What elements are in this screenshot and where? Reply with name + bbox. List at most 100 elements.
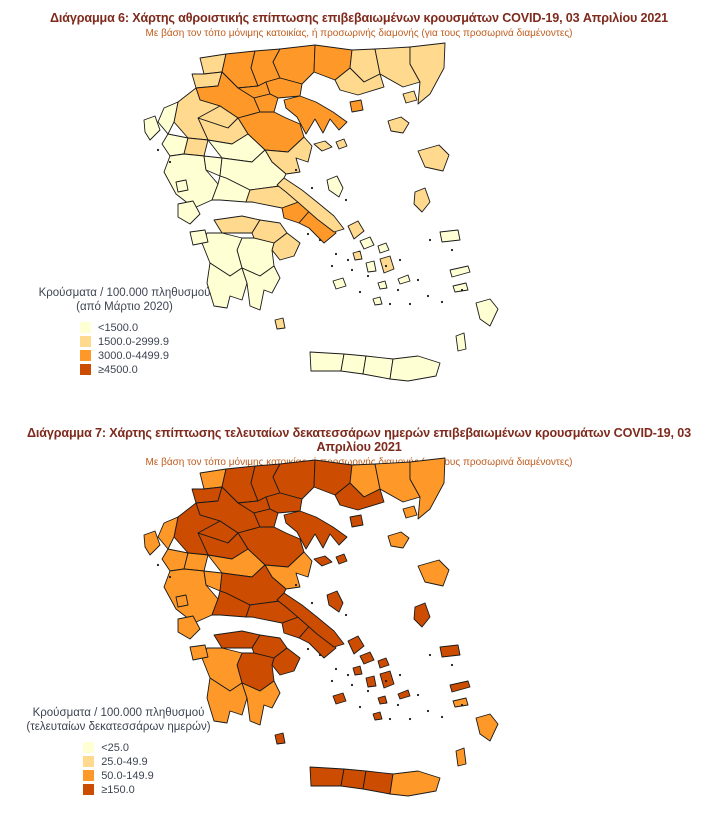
islet-speck [168,160,172,164]
legend-swatch-cat1 [80,322,92,334]
region-thesprotia [157,101,179,135]
islet-speck [384,264,388,268]
region-ioannina [173,502,221,556]
region-kerkyra [143,530,161,556]
legend-row: <1500.0 [80,322,169,335]
islet-speck [384,679,388,683]
region-ios [377,280,388,290]
region-alonissos [335,138,348,150]
region-lefkada [175,594,189,608]
region-kavala [334,482,385,511]
region-andros [347,635,365,655]
islet-speck [358,705,362,709]
region-tinos [359,236,375,250]
islet-speck [366,274,370,278]
region-chania [309,766,345,787]
region-evros [409,457,446,520]
islet-speck [334,252,338,256]
islet-speck [310,601,314,605]
diagram6-legend: Κρούσματα / 100.000 πληθυσμού (από Μάρτι… [22,287,227,380]
islet-speck [330,679,334,683]
islet-speck [294,583,298,587]
legend-swatch-cat4 [83,784,95,796]
region-chalkidiki [283,95,348,135]
legend-subtitle: (τελευταίων δεκατεσσάρων ημερών) [26,720,211,733]
region-arta [183,552,209,572]
region-kerkyra [143,115,161,141]
islet-speck [460,288,464,292]
region-kefalonia [177,200,201,225]
islet-speck [408,302,412,306]
region-lakonia [241,265,281,311]
region-milos [332,277,347,290]
legend-title: Κρούσματα / 100.000 πληθυσμού [32,707,205,719]
region-skyros [326,590,344,613]
region-kos [452,282,469,293]
region-mykonos [377,242,390,254]
region-thasos [349,99,364,113]
islet-speck [350,683,354,687]
islet-speck [426,709,430,713]
region-lasithi [389,770,441,797]
region-kavala [334,67,385,96]
region-kythira [274,317,286,330]
islet-speck [346,673,350,677]
region-santorini [372,296,383,306]
islet-speck [318,653,322,657]
legend-swatch-cat3 [80,350,92,362]
islet-speck [350,268,354,272]
islet-speck [310,186,314,190]
legend-label: <25.0 [101,741,130,754]
islet-speck [294,168,298,172]
legend-swatch-cat1 [83,742,95,754]
islet-speck [388,717,392,721]
islet-speck [450,663,454,667]
region-tinos [359,651,375,665]
islet-speck [306,232,310,236]
legend-label: 25.0-49.9 [101,755,148,768]
islet-speck [428,238,432,242]
islet-speck [346,258,350,262]
region-syros [352,665,363,676]
islet-speck [306,647,310,651]
region-sporades [313,555,333,567]
islet-speck [156,563,160,567]
region-lesvos [417,144,450,172]
region-zakynthos [189,229,209,246]
region-chania [309,351,345,372]
region-fokida [211,590,251,618]
map-diagram7-14day-incidence [143,457,499,797]
map-diagram6-cumulative-incidence [143,42,499,382]
region-ioannina [173,87,221,141]
region-thasos [349,514,364,528]
region-lakonia [241,680,281,726]
region-kefalonia [177,615,201,640]
islet-speck [440,715,444,719]
islet-speck [398,258,402,262]
region-chios [413,187,431,213]
region-samos [439,229,461,243]
region-pieria [253,508,279,528]
legend-swatch-cat2 [80,336,92,348]
legend-subtitle: (από Μάρτιο 2020) [76,300,173,313]
islet-speck [416,278,420,282]
region-andros [347,220,365,240]
region-amorgos [397,689,411,700]
region-santorini [372,711,383,721]
diagram6-title: Διάγραμμα 6: Χάρτης αθροιστικής επίπτωση… [50,11,668,25]
islet-speck [428,653,432,657]
islet-speck [426,294,430,298]
legend-rows: <25.0 25.0-49.9 50.0-149.9 ≥150.0 [83,740,154,798]
region-chios [413,602,431,628]
islet-speck [388,302,392,306]
islet-speck [398,673,402,677]
legend-label: ≥150.0 [101,783,135,796]
region-thesprotia [157,516,179,550]
legend-row: 1500.0-2999.9 [80,336,169,349]
region-samothraki [402,505,418,519]
legend-row: ≥4500.0 [80,364,169,377]
region-samothraki [402,90,418,104]
region-fokida [211,175,251,203]
islet-speck [440,300,444,304]
diagram7-legend: Κρούσματα / 100.000 πληθυσμού (τελευταίω… [16,707,221,800]
